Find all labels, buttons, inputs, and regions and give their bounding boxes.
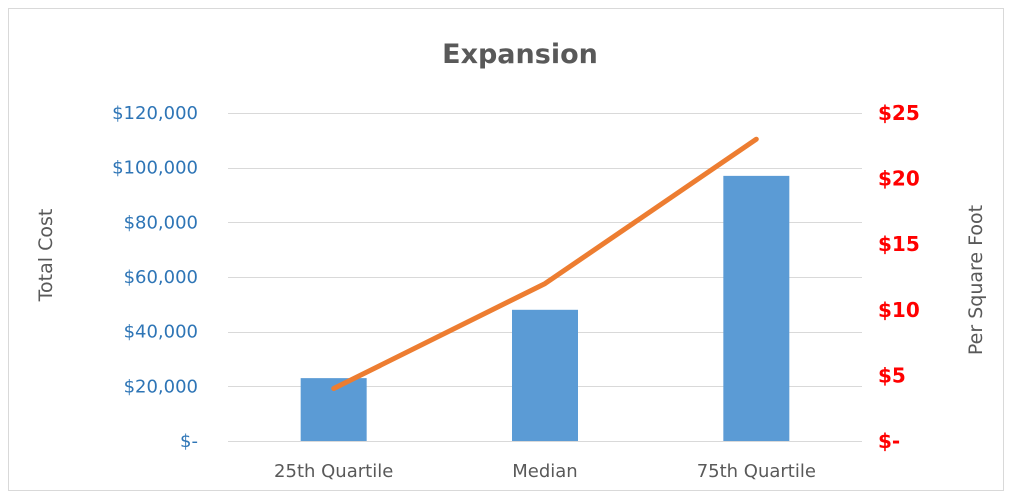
right-tick-label: $- [878,429,900,453]
line-series [331,136,759,391]
right-axis-ticks: $- $5 $10 $15 $20 $25 [878,101,920,453]
left-axis-ticks: $- $20,000 $40,000 $60,000 $80,000 $100,000 $1… [112,103,198,452]
right-tick-label: $10 [878,298,920,322]
chart-frame [8,8,1004,491]
left-tick-label: $20,000 [124,376,198,397]
left-tick-label: $- [180,431,198,452]
right-tick-label: $25 [878,101,920,125]
left-tick-label: $100,000 [112,158,198,179]
left-axis-title: Total Cost [35,209,57,303]
right-tick-label: $5 [878,363,906,387]
bar [723,175,790,441]
category-labels: 25th Quartile Median 75th Quartile [274,461,816,482]
category-label: Median [512,461,577,482]
left-tick-label: $40,000 [124,322,198,343]
category-label: 75th Quartile [697,461,816,482]
chart-title: Expansion [442,39,598,70]
right-tick-label: $20 [878,167,920,191]
series-line [331,136,759,391]
bar [512,309,578,441]
right-tick-label: $15 [878,232,920,256]
left-tick-label: $60,000 [124,267,198,288]
right-axis-title: Per Square Foot [965,205,987,355]
category-label: 25th Quartile [274,461,393,482]
left-tick-label: $120,000 [112,103,198,124]
bar-series [300,175,790,441]
left-tick-label: $80,000 [124,212,198,233]
